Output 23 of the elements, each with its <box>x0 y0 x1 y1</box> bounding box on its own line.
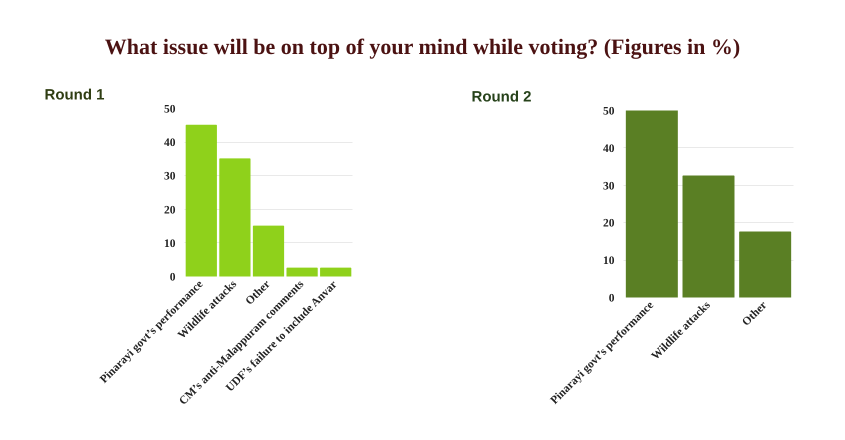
y-tick-label: 0 <box>170 272 176 284</box>
bar <box>626 110 678 298</box>
bar <box>682 175 734 298</box>
chart-subtitle: Round 1 <box>44 86 104 104</box>
bar <box>286 268 318 276</box>
y-tick-label: 30 <box>164 170 176 183</box>
bar <box>252 226 284 276</box>
bar <box>320 268 352 276</box>
text: What issue will be on top of your mind while voting? (Figures in %) <box>104 33 740 61</box>
bar <box>219 158 251 276</box>
bar <box>186 124 217 276</box>
text: Round 2 <box>472 88 532 106</box>
y-tick-label: 30 <box>603 180 615 192</box>
y-tick-label: 10 <box>164 238 176 250</box>
y-tick-label: 0 <box>608 292 615 304</box>
y-tick-label: 40 <box>164 137 176 150</box>
bar <box>739 232 792 298</box>
y-tick-label: 50 <box>603 106 615 118</box>
y-tick-label: 40 <box>603 142 615 155</box>
y-tick-label: 20 <box>164 204 176 216</box>
y-tick-label: 50 <box>164 104 176 116</box>
y-tick-label: 20 <box>603 218 615 230</box>
y-tick-label: 10 <box>603 255 615 268</box>
